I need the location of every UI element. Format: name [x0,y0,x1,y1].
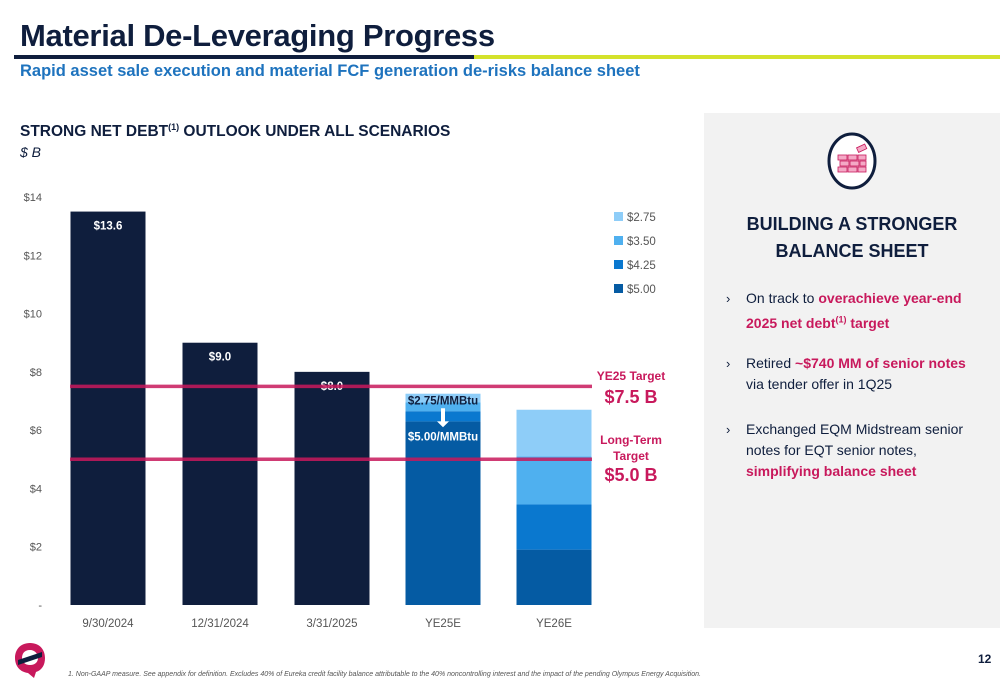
y-tick-label: $4 [30,483,42,495]
y-tick-label: $2 [30,542,42,554]
x-tick-label: 9/30/2024 [82,618,134,630]
net-debt-chart: - $2 $4 $6 $8 $10 $12 $14 9/30/2024 12/31/2024 3/3… [24,192,666,630]
company-logo [12,640,48,680]
bar-segment-ye25 [405,393,481,403]
chart-heading-text: STRONG NET DEBT [20,123,169,141]
bar-value-label: $13.6 [94,221,123,233]
panel-heading-line2: BALANCE SHEET [775,241,929,261]
y-tick-label: $14 [24,192,42,204]
title-underline-navy [14,55,474,59]
panel-heading-line1: BUILDING A STRONGER [746,214,958,234]
chart-unit: $ B [20,144,42,160]
bullet-1-sup: (1) [835,314,847,324]
legend-swatch [614,212,623,221]
bar-segment-ye26 [516,549,592,605]
y-tick-label: $8 [30,367,42,379]
footnote: 1. Non-GAAP measure. See appendix for de… [68,671,701,678]
y-tick-label: $6 [30,425,42,437]
legend-swatch [614,236,623,245]
legend-swatch [614,260,623,269]
legend-label: $4.25 [627,260,656,272]
bullet-3-highlight: simplifying balance sheet [746,463,917,479]
bullet-2-highlight: ~$740 MM of senior notes [795,355,966,371]
title-underline-lime [474,55,1000,59]
bullet-1-pre: On track to [746,290,819,306]
y-tick-label: $10 [24,309,42,321]
bar-actual [182,342,258,605]
bullet-3-pre: Exchanged EQM Midstream senior notes for… [746,421,964,458]
chevron-right-icon: › [726,291,731,306]
bar-segment-ye26 [516,504,592,550]
bullet-1-highlight-after: target [846,314,890,331]
chart-heading-sup: (1) [168,122,180,132]
bar-segment-ye26 [516,456,592,505]
chart-heading-text-after: OUTLOOK UNDER ALL SCENARIOS [179,123,451,141]
page-number: 12 [978,652,992,666]
target-amount: $5.0 B [604,465,657,485]
x-tick-label: 12/31/2024 [191,618,249,630]
y-tick-label: $12 [24,250,42,262]
bar-segment-ye25 [405,402,481,412]
legend-label: $2.75 [627,212,656,224]
panel-heading: BUILDING A STRONGER BALANCE SHEET [704,211,1000,265]
ye25-bottom-label: $5.00/MMBtu [408,431,478,443]
legend-label: $3.50 [627,236,656,248]
chevron-right-icon: › [726,356,731,371]
right-panel: BUILDING A STRONGER BALANCE SHEET › On t… [704,113,1000,628]
bar-actual [294,371,370,605]
chart-heading: STRONG NET DEBT(1) OUTLOOK UNDER ALL SCE… [20,122,450,141]
title-underline [14,55,1000,59]
down-arrow-icon [437,408,449,428]
brick-wall-icon [826,131,878,191]
x-tick-label: YE26E [536,618,572,630]
y-tick-label: - [38,600,42,612]
legend-swatch [614,284,623,293]
target-amount: $7.5 B [604,387,657,407]
legend-label: $5.00 [627,284,656,296]
x-tick-label: 3/31/2025 [306,618,357,630]
ye25-top-label: $2.75/MMBtu [408,396,478,408]
x-tick-label: YE25E [425,618,461,630]
page-subtitle: Rapid asset sale execution and material … [20,62,640,80]
bar-actual [70,211,146,606]
bullet-2-pre: Retired [746,355,796,371]
target-label: YE25 Target [597,369,665,383]
chevron-right-icon: › [726,422,731,437]
bullet-2-post: via tender offer in 1Q25 [746,376,893,392]
target-label: Target [613,449,649,463]
page-title: Material De-Leveraging Progress [20,18,495,53]
target-label: Long-Term [600,433,662,447]
bar-value-label: $9.0 [209,352,231,364]
bar-segment-ye25 [405,421,481,605]
bar-segment-ye26 [516,409,592,457]
bullet-1-highlight: overachieve year-end 2025 net debt [746,290,962,331]
